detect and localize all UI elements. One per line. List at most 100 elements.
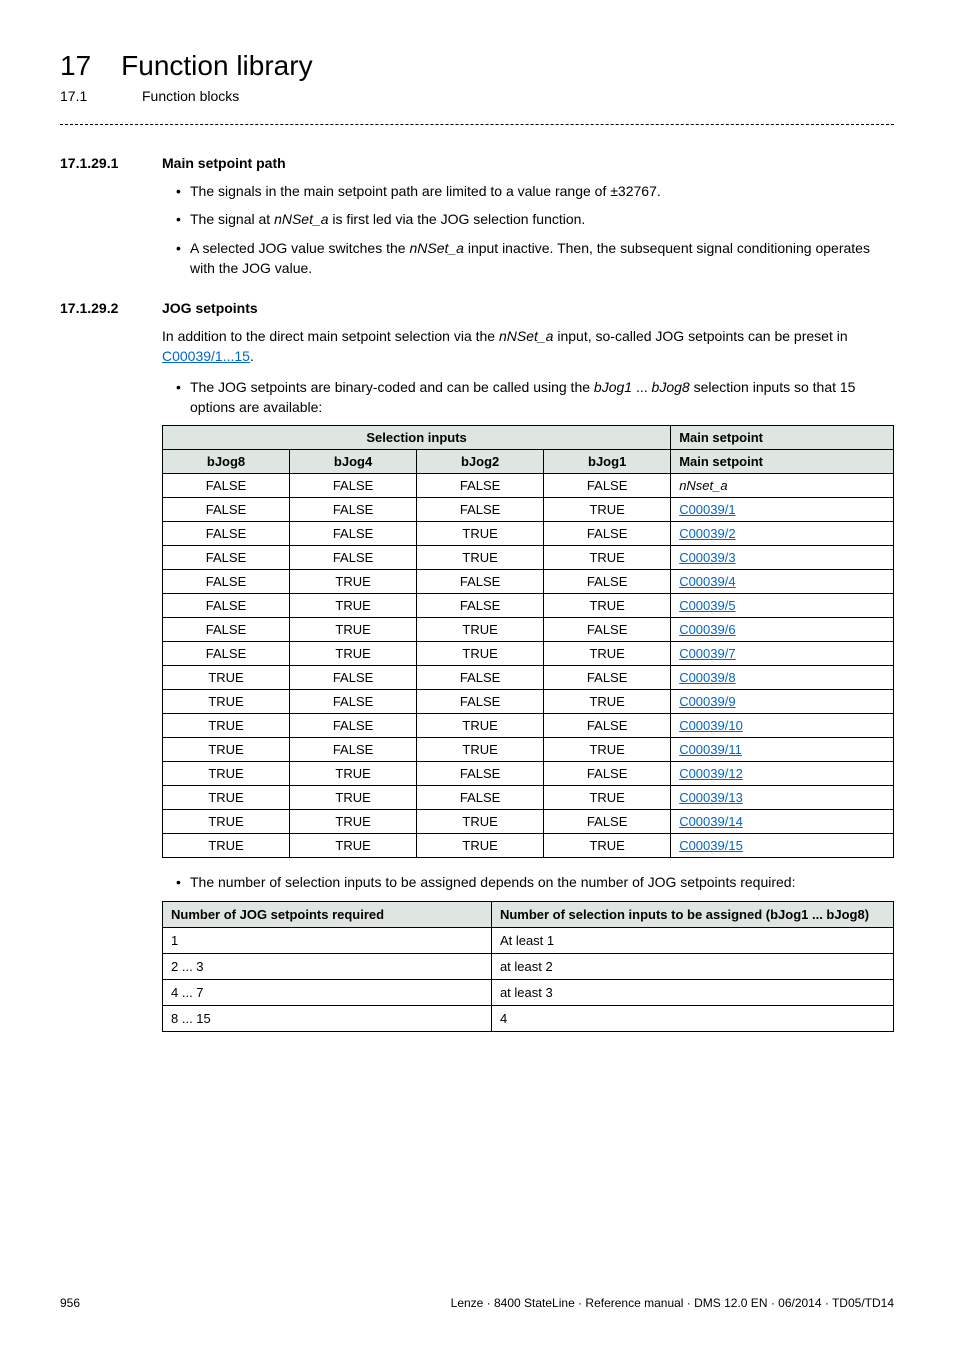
table-cell: FALSE bbox=[290, 714, 417, 738]
list-item: A selected JOG value switches the nNSet_… bbox=[176, 238, 894, 279]
table-cell: TRUE bbox=[163, 810, 290, 834]
table-cell: FALSE bbox=[544, 666, 671, 690]
bullet-list: The number of selection inputs to be ass… bbox=[176, 872, 894, 892]
table-cell: FALSE bbox=[290, 690, 417, 714]
italic-text: bJog8 bbox=[652, 379, 690, 395]
table-cell: at least 3 bbox=[491, 979, 893, 1005]
list-item: The number of selection inputs to be ass… bbox=[176, 872, 894, 892]
list-item: The JOG setpoints are binary-coded and c… bbox=[176, 377, 894, 418]
table-cell: TRUE bbox=[163, 786, 290, 810]
table-row: FALSEFALSETRUETRUEC00039/3 bbox=[163, 546, 894, 570]
table-cell: FALSE bbox=[544, 810, 671, 834]
sub-title: Function blocks bbox=[142, 88, 239, 104]
table-cell: FALSE bbox=[544, 522, 671, 546]
table-cell: FALSE bbox=[417, 498, 544, 522]
italic-text: nNSet_a bbox=[499, 328, 553, 344]
table-cell: at least 2 bbox=[491, 953, 893, 979]
table-cell: FALSE bbox=[290, 474, 417, 498]
section-number: 17.1.29.2 bbox=[60, 300, 140, 316]
code-link[interactable]: C00039/1 bbox=[679, 502, 735, 517]
table-cell: C00039/8 bbox=[671, 666, 894, 690]
code-link[interactable]: C00039/14 bbox=[679, 814, 743, 829]
text: ... bbox=[632, 379, 651, 395]
table-cell: TRUE bbox=[417, 618, 544, 642]
table-row: FALSETRUEFALSETRUEC00039/5 bbox=[163, 594, 894, 618]
table-cell: C00039/6 bbox=[671, 618, 894, 642]
table-cell: FALSE bbox=[163, 474, 290, 498]
page-footer: 956 Lenze · 8400 StateLine · Reference m… bbox=[60, 1296, 894, 1310]
table-cell: FALSE bbox=[290, 546, 417, 570]
table-cell: TRUE bbox=[163, 834, 290, 858]
table-cell: TRUE bbox=[290, 834, 417, 858]
text: A selected JOG value switches the bbox=[190, 240, 409, 256]
table-cell: FALSE bbox=[290, 522, 417, 546]
code-link[interactable]: C00039/8 bbox=[679, 670, 735, 685]
table-cell: TRUE bbox=[163, 714, 290, 738]
table-cell: FALSE bbox=[544, 714, 671, 738]
table-row: FALSEFALSEFALSETRUEC00039/1 bbox=[163, 498, 894, 522]
table-cell: FALSE bbox=[290, 738, 417, 762]
table-cell: TRUE bbox=[417, 714, 544, 738]
text: The signals in the main setpoint path ar… bbox=[190, 183, 661, 199]
table-cell: 2 ... 3 bbox=[163, 953, 492, 979]
list-item: The signals in the main setpoint path ar… bbox=[176, 181, 894, 201]
code-link[interactable]: C00039/2 bbox=[679, 526, 735, 541]
code-link[interactable]: C00039/7 bbox=[679, 646, 735, 661]
bullet-list: The signals in the main setpoint path ar… bbox=[176, 181, 894, 278]
code-link[interactable]: C00039/6 bbox=[679, 622, 735, 637]
table-cell: TRUE bbox=[290, 618, 417, 642]
table-cell: TRUE bbox=[544, 690, 671, 714]
table-cell: C00039/11 bbox=[671, 738, 894, 762]
table-cell: nNset_a bbox=[671, 474, 894, 498]
table-cell: FALSE bbox=[544, 474, 671, 498]
table-cell: C00039/5 bbox=[671, 594, 894, 618]
table-cell: TRUE bbox=[290, 762, 417, 786]
table-cell: 8 ... 15 bbox=[163, 1005, 492, 1031]
code-link[interactable]: C00039/12 bbox=[679, 766, 743, 781]
table-row: TRUEFALSETRUETRUEC00039/11 bbox=[163, 738, 894, 762]
code-link[interactable]: C00039/5 bbox=[679, 598, 735, 613]
code-link[interactable]: C00039/13 bbox=[679, 790, 743, 805]
code-link[interactable]: C00039/15 bbox=[679, 838, 743, 853]
table-cell: FALSE bbox=[417, 762, 544, 786]
bullet-list: The JOG setpoints are binary-coded and c… bbox=[176, 377, 894, 418]
table-row: TRUETRUEFALSEFALSEC00039/12 bbox=[163, 762, 894, 786]
table-cell: FALSE bbox=[290, 666, 417, 690]
table-row: TRUETRUEFALSETRUEC00039/13 bbox=[163, 786, 894, 810]
table-header: Selection inputs bbox=[163, 426, 671, 450]
code-link[interactable]: C00039/10 bbox=[679, 718, 743, 733]
table-cell: TRUE bbox=[544, 786, 671, 810]
table-cell: 1 bbox=[163, 927, 492, 953]
table-cell: TRUE bbox=[417, 522, 544, 546]
table-cell: TRUE bbox=[544, 834, 671, 858]
sub-header: 17.1 Function blocks bbox=[60, 88, 894, 104]
code-link[interactable]: C00039/4 bbox=[679, 574, 735, 589]
table-cell: At least 1 bbox=[491, 927, 893, 953]
table-cell: FALSE bbox=[163, 546, 290, 570]
col-header: Number of selection inputs to be assigne… bbox=[491, 901, 893, 927]
table-cell: FALSE bbox=[417, 474, 544, 498]
table-cell: TRUE bbox=[417, 834, 544, 858]
chapter-header: 17 Function library bbox=[60, 50, 894, 82]
code-link[interactable]: C00039/9 bbox=[679, 694, 735, 709]
table-cell: TRUE bbox=[163, 690, 290, 714]
col-header: Main setpoint bbox=[671, 450, 894, 474]
code-link[interactable]: C00039/3 bbox=[679, 550, 735, 565]
table-row: TRUETRUETRUETRUEC00039/15 bbox=[163, 834, 894, 858]
table-cell: C00039/13 bbox=[671, 786, 894, 810]
table-cell: TRUE bbox=[544, 642, 671, 666]
table-row: 8 ... 154 bbox=[163, 1005, 894, 1031]
chapter-number: 17 bbox=[60, 50, 91, 82]
section-title: Main setpoint path bbox=[162, 155, 286, 171]
code-link[interactable]: C00039/11 bbox=[679, 742, 742, 757]
table-row: FALSETRUETRUEFALSEC00039/6 bbox=[163, 618, 894, 642]
text: The signal at bbox=[190, 211, 274, 227]
col-header: Number of JOG setpoints required bbox=[163, 901, 492, 927]
section-title: JOG setpoints bbox=[162, 300, 258, 316]
preset-link[interactable]: C00039/1...15 bbox=[162, 348, 250, 364]
table-cell: FALSE bbox=[163, 522, 290, 546]
table-cell: FALSE bbox=[417, 786, 544, 810]
footer-info: Lenze · 8400 StateLine · Reference manua… bbox=[451, 1296, 894, 1310]
table-cell: C00039/7 bbox=[671, 642, 894, 666]
table-cell: FALSE bbox=[544, 762, 671, 786]
